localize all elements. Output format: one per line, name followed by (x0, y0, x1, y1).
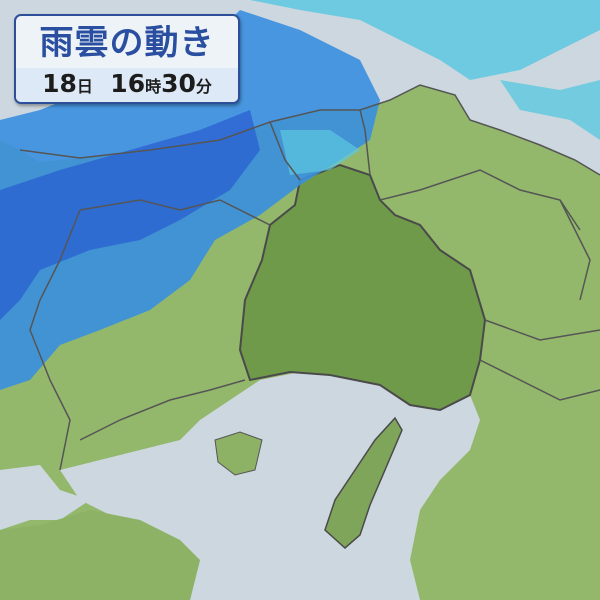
minute-unit: 分 (195, 77, 212, 96)
shodoshima-island (214, 431, 263, 476)
awaji-island (324, 416, 403, 550)
hour-unit: 時 (145, 77, 162, 96)
map-title: 雨雲の動き (39, 23, 215, 63)
hyogo-prefecture (238, 163, 487, 412)
prefecture-borders (19, 84, 600, 471)
day-value: 18 (42, 69, 77, 98)
title-panel: 雨雲の動き 18日 16時30分 (14, 14, 240, 104)
western-inland-sea (0, 465, 90, 530)
day-unit: 日 (76, 77, 93, 96)
hour-value: 16 (110, 69, 146, 98)
osaka-bay-inland-sea (60, 372, 480, 600)
rain-clouds (0, 0, 600, 390)
minute-value: 30 (161, 69, 196, 98)
shikoku-coast (0, 510, 200, 600)
timestamp: 18日 16時30分 (16, 68, 238, 102)
